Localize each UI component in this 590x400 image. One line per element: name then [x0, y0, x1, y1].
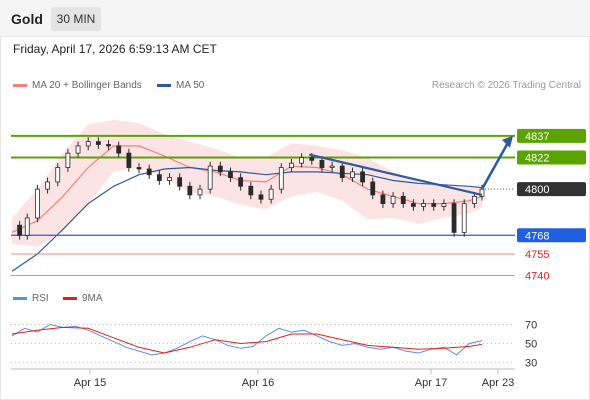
support-tag-label: 4768	[525, 230, 549, 242]
rsi-swatch	[13, 296, 27, 300]
last-price-tag-label: 4800	[525, 184, 549, 196]
candle-body	[65, 152, 71, 168]
candle-body	[187, 185, 193, 196]
candle-body	[217, 165, 223, 173]
x-axis-tick-label: Apr 23	[482, 377, 514, 389]
trend-line	[308, 153, 483, 196]
candle-body	[156, 174, 162, 181]
candle-body	[441, 203, 447, 207]
candle-body	[55, 167, 61, 183]
candle-body	[45, 181, 50, 190]
candle-body	[268, 188, 274, 200]
ma9-swatch	[63, 296, 77, 300]
candle-body	[197, 188, 203, 196]
resistance-tag	[517, 150, 586, 165]
candle-body	[309, 157, 315, 161]
bollinger-band	[12, 120, 482, 247]
credit-text: Research © 2026 Trading Central	[431, 80, 581, 91]
candle-body	[471, 195, 477, 204]
rsi-tick-label: 30	[525, 358, 537, 370]
legend-ma20-label: MA 20 + Bollinger Bands	[32, 80, 142, 91]
candle-body	[24, 217, 30, 236]
candle-body	[278, 167, 284, 190]
candle-body	[380, 194, 386, 204]
candle-body	[421, 203, 426, 207]
candle-body	[167, 177, 172, 181]
candle-body	[126, 152, 132, 168]
resistance-tag-label: 4837	[525, 131, 549, 143]
ma20-line	[11, 145, 483, 233]
legend-ma50-label: MA 50	[176, 80, 205, 91]
candle-body	[411, 203, 416, 207]
candle-body	[289, 162, 294, 168]
legend-rsi[interactable]: RSI	[13, 293, 49, 304]
candle-body	[400, 195, 406, 204]
candle-body	[360, 171, 365, 183]
candle-body	[95, 141, 101, 145]
resistance-tag-label: 4822	[525, 152, 549, 164]
candle-body	[319, 159, 325, 168]
candle-body	[17, 224, 23, 236]
x-axis-tick-label: Apr 17	[415, 377, 447, 389]
candle-body	[228, 171, 233, 179]
weak-support-label: 4755	[525, 249, 549, 261]
weak-support-label: 4740	[525, 271, 549, 283]
candle-body	[461, 203, 467, 233]
candle-body	[85, 141, 91, 147]
candle-body	[339, 165, 345, 179]
rsi-line	[11, 323, 483, 356]
projection-arrowhead	[502, 135, 513, 148]
asset-title: Gold	[11, 11, 43, 27]
legend-ma9[interactable]: 9MA	[63, 293, 103, 304]
candle-body	[238, 177, 244, 187]
candle-body	[35, 188, 40, 219]
candle-body	[258, 194, 264, 200]
legend-rsi-label: RSI	[32, 293, 49, 304]
ma50-swatch	[157, 83, 171, 87]
candle-body	[370, 181, 376, 196]
candle-body	[75, 145, 81, 154]
candle-body	[146, 168, 152, 176]
candle-body	[431, 203, 437, 207]
resistance-tag	[517, 128, 586, 143]
last-price-tag	[517, 182, 586, 197]
candle-body	[390, 195, 396, 204]
rsi-tick-label: 70	[525, 320, 537, 332]
x-axis-tick-label: Apr 16	[242, 377, 274, 389]
candle-body	[451, 203, 457, 233]
legend-ma50[interactable]: MA 50	[157, 80, 204, 91]
candle-body	[106, 144, 111, 147]
projection-arrow	[480, 140, 511, 190]
candle-body	[299, 157, 305, 164]
candle-body	[207, 165, 213, 190]
legend-ma20[interactable]: MA 20 + Bollinger Bands	[13, 80, 142, 91]
x-axis-tick-label: Apr 15	[74, 377, 106, 389]
candle-body	[177, 177, 183, 187]
candle-body	[248, 185, 254, 196]
timeframe-button[interactable]: 30 MIN	[51, 7, 101, 31]
ma50-line	[11, 166, 483, 272]
rsi-ma9-line	[11, 326, 483, 354]
legend-ma9-label: 9MA	[82, 293, 103, 304]
candle-body	[350, 171, 355, 179]
candle-body	[116, 145, 122, 154]
chart-datetime: Friday, April 17, 2026 6:59:13 AM CET	[13, 42, 217, 56]
ma20-swatch	[13, 83, 27, 87]
rsi-tick-label: 50	[525, 339, 537, 351]
candle-body	[136, 167, 142, 170]
candle-body	[329, 165, 335, 168]
top-bar: Gold 30 MIN	[0, 0, 590, 37]
support-tag	[517, 228, 586, 243]
